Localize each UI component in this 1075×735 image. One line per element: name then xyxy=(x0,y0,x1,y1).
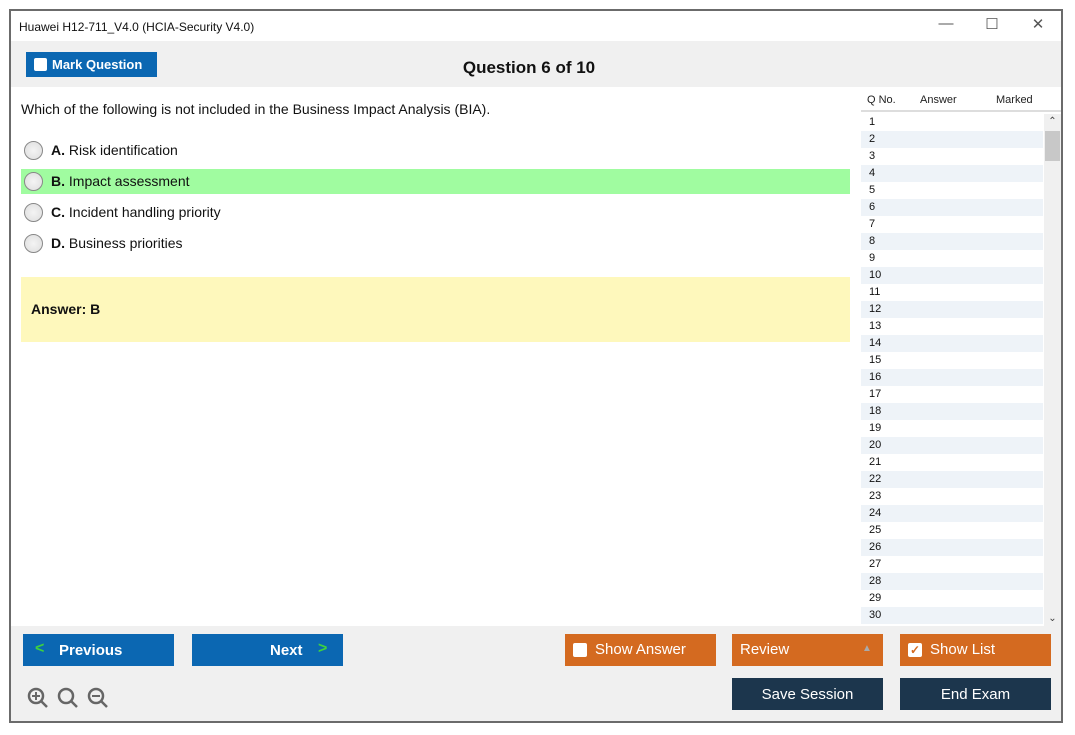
list-row[interactable]: 14 xyxy=(861,335,1043,352)
list-row[interactable]: 24 xyxy=(861,505,1043,522)
checkbox-icon[interactable] xyxy=(573,643,587,657)
list-row[interactable]: 11 xyxy=(869,286,881,298)
header-marked[interactable]: Marked xyxy=(996,94,1033,106)
question-title: Question 6 of 10 xyxy=(462,58,596,77)
list-row[interactable]: 23 xyxy=(869,490,882,502)
list-row[interactable]: 9 xyxy=(869,252,876,264)
zoom-reset-icon[interactable] xyxy=(57,687,78,708)
scroll-up-icon[interactable]: ⌃ xyxy=(1048,116,1057,127)
question-list: Q No. Answer Marked 1 2 3 4 5 6 7 8 9 10 11 12 13 14 1… xyxy=(861,87,1061,626)
option-letter: C. xyxy=(51,204,65,220)
minimize-button[interactable]: — xyxy=(938,15,954,32)
zoom-controls xyxy=(27,687,108,708)
radio-icon[interactable] xyxy=(24,234,43,253)
save-session-button[interactable]: Save Session xyxy=(732,678,883,710)
option-d[interactable]: D. Business priorities xyxy=(21,231,850,256)
radio-icon[interactable] xyxy=(24,203,43,222)
window-title: Huawei H12-711_V4.0 (HCIA-Security V4.0) xyxy=(19,20,255,34)
list-header: Q No. Answer Marked xyxy=(861,87,1061,112)
list-row[interactable]: 25 xyxy=(869,524,882,536)
option-text: Business priorities xyxy=(68,235,183,251)
radio-icon[interactable] xyxy=(24,141,43,160)
option-letter: B. xyxy=(51,173,65,189)
show-answer-label: Show Answer xyxy=(595,641,686,658)
review-label: Review xyxy=(740,641,790,658)
option-text: Risk identification xyxy=(68,142,178,158)
previous-button[interactable]: < Previous xyxy=(23,634,174,666)
list-row[interactable]: 8 xyxy=(861,233,1043,250)
list-row[interactable]: 21 xyxy=(869,456,882,468)
zoom-in-icon[interactable] xyxy=(27,687,48,708)
list-row[interactable]: 10 xyxy=(861,267,1043,284)
previous-label: Previous xyxy=(59,642,123,659)
radio-icon[interactable] xyxy=(24,172,43,191)
chevron-right-icon: > xyxy=(318,640,328,657)
header-answer[interactable]: Answer xyxy=(920,94,957,106)
scroll-thumb[interactable] xyxy=(1045,131,1060,161)
list-row[interactable]: 7 xyxy=(869,218,876,230)
list-row[interactable]: 18 xyxy=(861,403,1043,420)
review-dropdown[interactable]: Review ▲ xyxy=(732,634,883,666)
toolbar: Mark Question Question 6 of 10 xyxy=(11,41,1061,87)
list-row[interactable]: 15 xyxy=(869,354,882,366)
list-row[interactable]: 28 xyxy=(861,573,1043,590)
scroll-down-icon[interactable]: ⌄ xyxy=(1048,613,1057,624)
mark-question-button[interactable]: Mark Question xyxy=(26,52,157,77)
question-text: Which of the following is not included i… xyxy=(21,101,491,117)
list-row[interactable]: 13 xyxy=(869,320,882,332)
option-c[interactable]: C. Incident handling priority xyxy=(21,200,850,225)
chevron-left-icon: < xyxy=(35,640,45,657)
maximize-button[interactable]: ☐ xyxy=(985,16,999,33)
list-row[interactable]: 12 xyxy=(861,301,1043,318)
app-window: Huawei H12-711_V4.0 (HCIA-Security V4.0)… xyxy=(9,9,1063,723)
list-row[interactable]: 20 xyxy=(861,437,1043,454)
header-qno[interactable]: Q No. xyxy=(867,94,896,106)
list-row[interactable]: 19 xyxy=(869,422,882,434)
caret-up-icon: ▲ xyxy=(862,643,872,654)
list-row[interactable]: 2 xyxy=(861,131,1043,148)
list-row[interactable]: 6 xyxy=(861,199,1043,216)
option-letter: A. xyxy=(51,142,65,158)
next-button[interactable]: Next > xyxy=(192,634,343,666)
list-row[interactable]: 5 xyxy=(869,184,876,196)
show-answer-button[interactable]: Show Answer xyxy=(565,634,716,666)
list-row[interactable]: 3 xyxy=(869,150,876,162)
mark-question-label: Mark Question xyxy=(52,57,143,72)
option-text: Incident handling priority xyxy=(68,204,221,220)
option-b[interactable]: B. Impact assessment xyxy=(21,169,850,194)
zoom-out-icon[interactable] xyxy=(87,687,108,708)
list-row[interactable]: 16 xyxy=(861,369,1043,386)
close-button[interactable]: ✕ xyxy=(1031,16,1045,33)
list-row[interactable]: 17 xyxy=(869,388,882,400)
option-text: Impact assessment xyxy=(68,173,190,189)
show-list-button[interactable]: ✓ Show List xyxy=(900,634,1051,666)
show-list-label: Show List xyxy=(930,641,996,658)
list-row[interactable]: 29 xyxy=(869,592,882,604)
list-row[interactable]: 27 xyxy=(869,558,882,570)
list-row[interactable]: 30 xyxy=(861,607,1043,624)
title-bar: Huawei H12-711_V4.0 (HCIA-Security V4.0)… xyxy=(11,11,1061,41)
scrollbar[interactable]: ⌃ ⌄ xyxy=(1044,114,1061,626)
option-letter: D. xyxy=(51,235,65,251)
end-exam-button[interactable]: End Exam xyxy=(900,678,1051,710)
list-row[interactable]: 1 xyxy=(869,116,876,128)
list-rows: 1 2 3 4 5 6 7 8 9 10 11 12 13 14 15 16 17 18 19 20 21 22 23 24 2… xyxy=(861,114,1043,624)
list-row[interactable]: 4 xyxy=(861,165,1043,182)
checkbox-icon xyxy=(34,58,47,71)
question-panel: Which of the following is not included i… xyxy=(11,87,861,626)
list-row[interactable]: 22 xyxy=(861,471,1043,488)
next-label: Next xyxy=(270,642,303,659)
answer-box: Answer: B xyxy=(21,277,850,342)
option-a[interactable]: A. Risk identification xyxy=(21,138,850,163)
list-row[interactable]: 26 xyxy=(861,539,1043,556)
checkbox-checked-icon[interactable]: ✓ xyxy=(908,643,922,657)
